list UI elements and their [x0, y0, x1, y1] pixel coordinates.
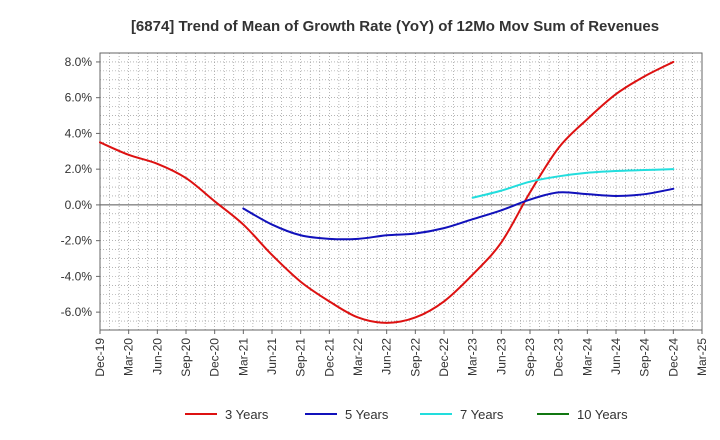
- x-tick-label: Jun-20: [150, 338, 164, 375]
- legend-label: 7 Years: [460, 407, 504, 422]
- legend-label: 5 Years: [345, 407, 389, 422]
- legend-label: 10 Years: [577, 407, 628, 422]
- x-tick-label: Mar-22: [351, 338, 365, 376]
- x-tick-label: Dec-19: [93, 338, 107, 377]
- chart-title: [6874] Trend of Mean of Growth Rate (YoY…: [131, 18, 659, 35]
- series-line-3-years: [99, 60, 675, 324]
- series-layer: [99, 60, 675, 324]
- x-tick-label: Jun-22: [380, 338, 394, 375]
- series-line-7-years: [471, 168, 675, 199]
- y-tick-label: -4.0%: [61, 269, 93, 283]
- series-line-5-years: [242, 187, 675, 241]
- x-tick-label: Mar-24: [580, 338, 594, 376]
- x-tick-label: Jun-24: [609, 338, 623, 375]
- x-tick-label: Mar-21: [236, 338, 250, 376]
- plot-frame: [99, 52, 703, 331]
- x-tick-label: Sep-20: [179, 338, 193, 377]
- x-tick-label: Dec-23: [552, 338, 566, 377]
- x-tick-label: Sep-21: [294, 338, 308, 377]
- x-tick-label: Sep-24: [638, 338, 652, 377]
- legend-label: 3 Years: [225, 407, 269, 422]
- x-tick-label: Dec-24: [666, 338, 680, 377]
- grid-layer: [99, 52, 703, 331]
- x-tick-label: Sep-22: [408, 338, 422, 377]
- y-tick-label: -6.0%: [61, 305, 93, 319]
- legend: 3 Years 5 Years 7 Years 10 Years: [185, 407, 628, 422]
- y-tick-label: 6.0%: [65, 91, 93, 105]
- x-tick-label: Dec-22: [437, 338, 451, 377]
- y-tick-label: 2.0%: [65, 162, 93, 176]
- y-tick-label: 0.0%: [65, 198, 93, 212]
- x-tick-label: Mar-20: [122, 338, 136, 376]
- axis-layer: 8.0% 6.0% 4.0% 2.0% 0.0% -2.0% -4.0% -6.0% Dec-1…: [61, 55, 709, 377]
- x-tick-label: Mar-23: [466, 338, 480, 376]
- x-tick-label: Dec-20: [208, 338, 222, 377]
- x-tick-label: Dec-21: [322, 338, 336, 377]
- x-tick-label: Mar-25: [695, 338, 709, 376]
- y-tick-label: 8.0%: [65, 55, 93, 69]
- plot-area: [100, 53, 702, 330]
- x-tick-label: Jun-21: [265, 338, 279, 375]
- x-tick-label: Jun-23: [494, 338, 508, 375]
- x-tick-label: Sep-23: [523, 338, 537, 377]
- y-tick-label: -2.0%: [61, 234, 93, 248]
- y-tick-label: 4.0%: [65, 126, 93, 140]
